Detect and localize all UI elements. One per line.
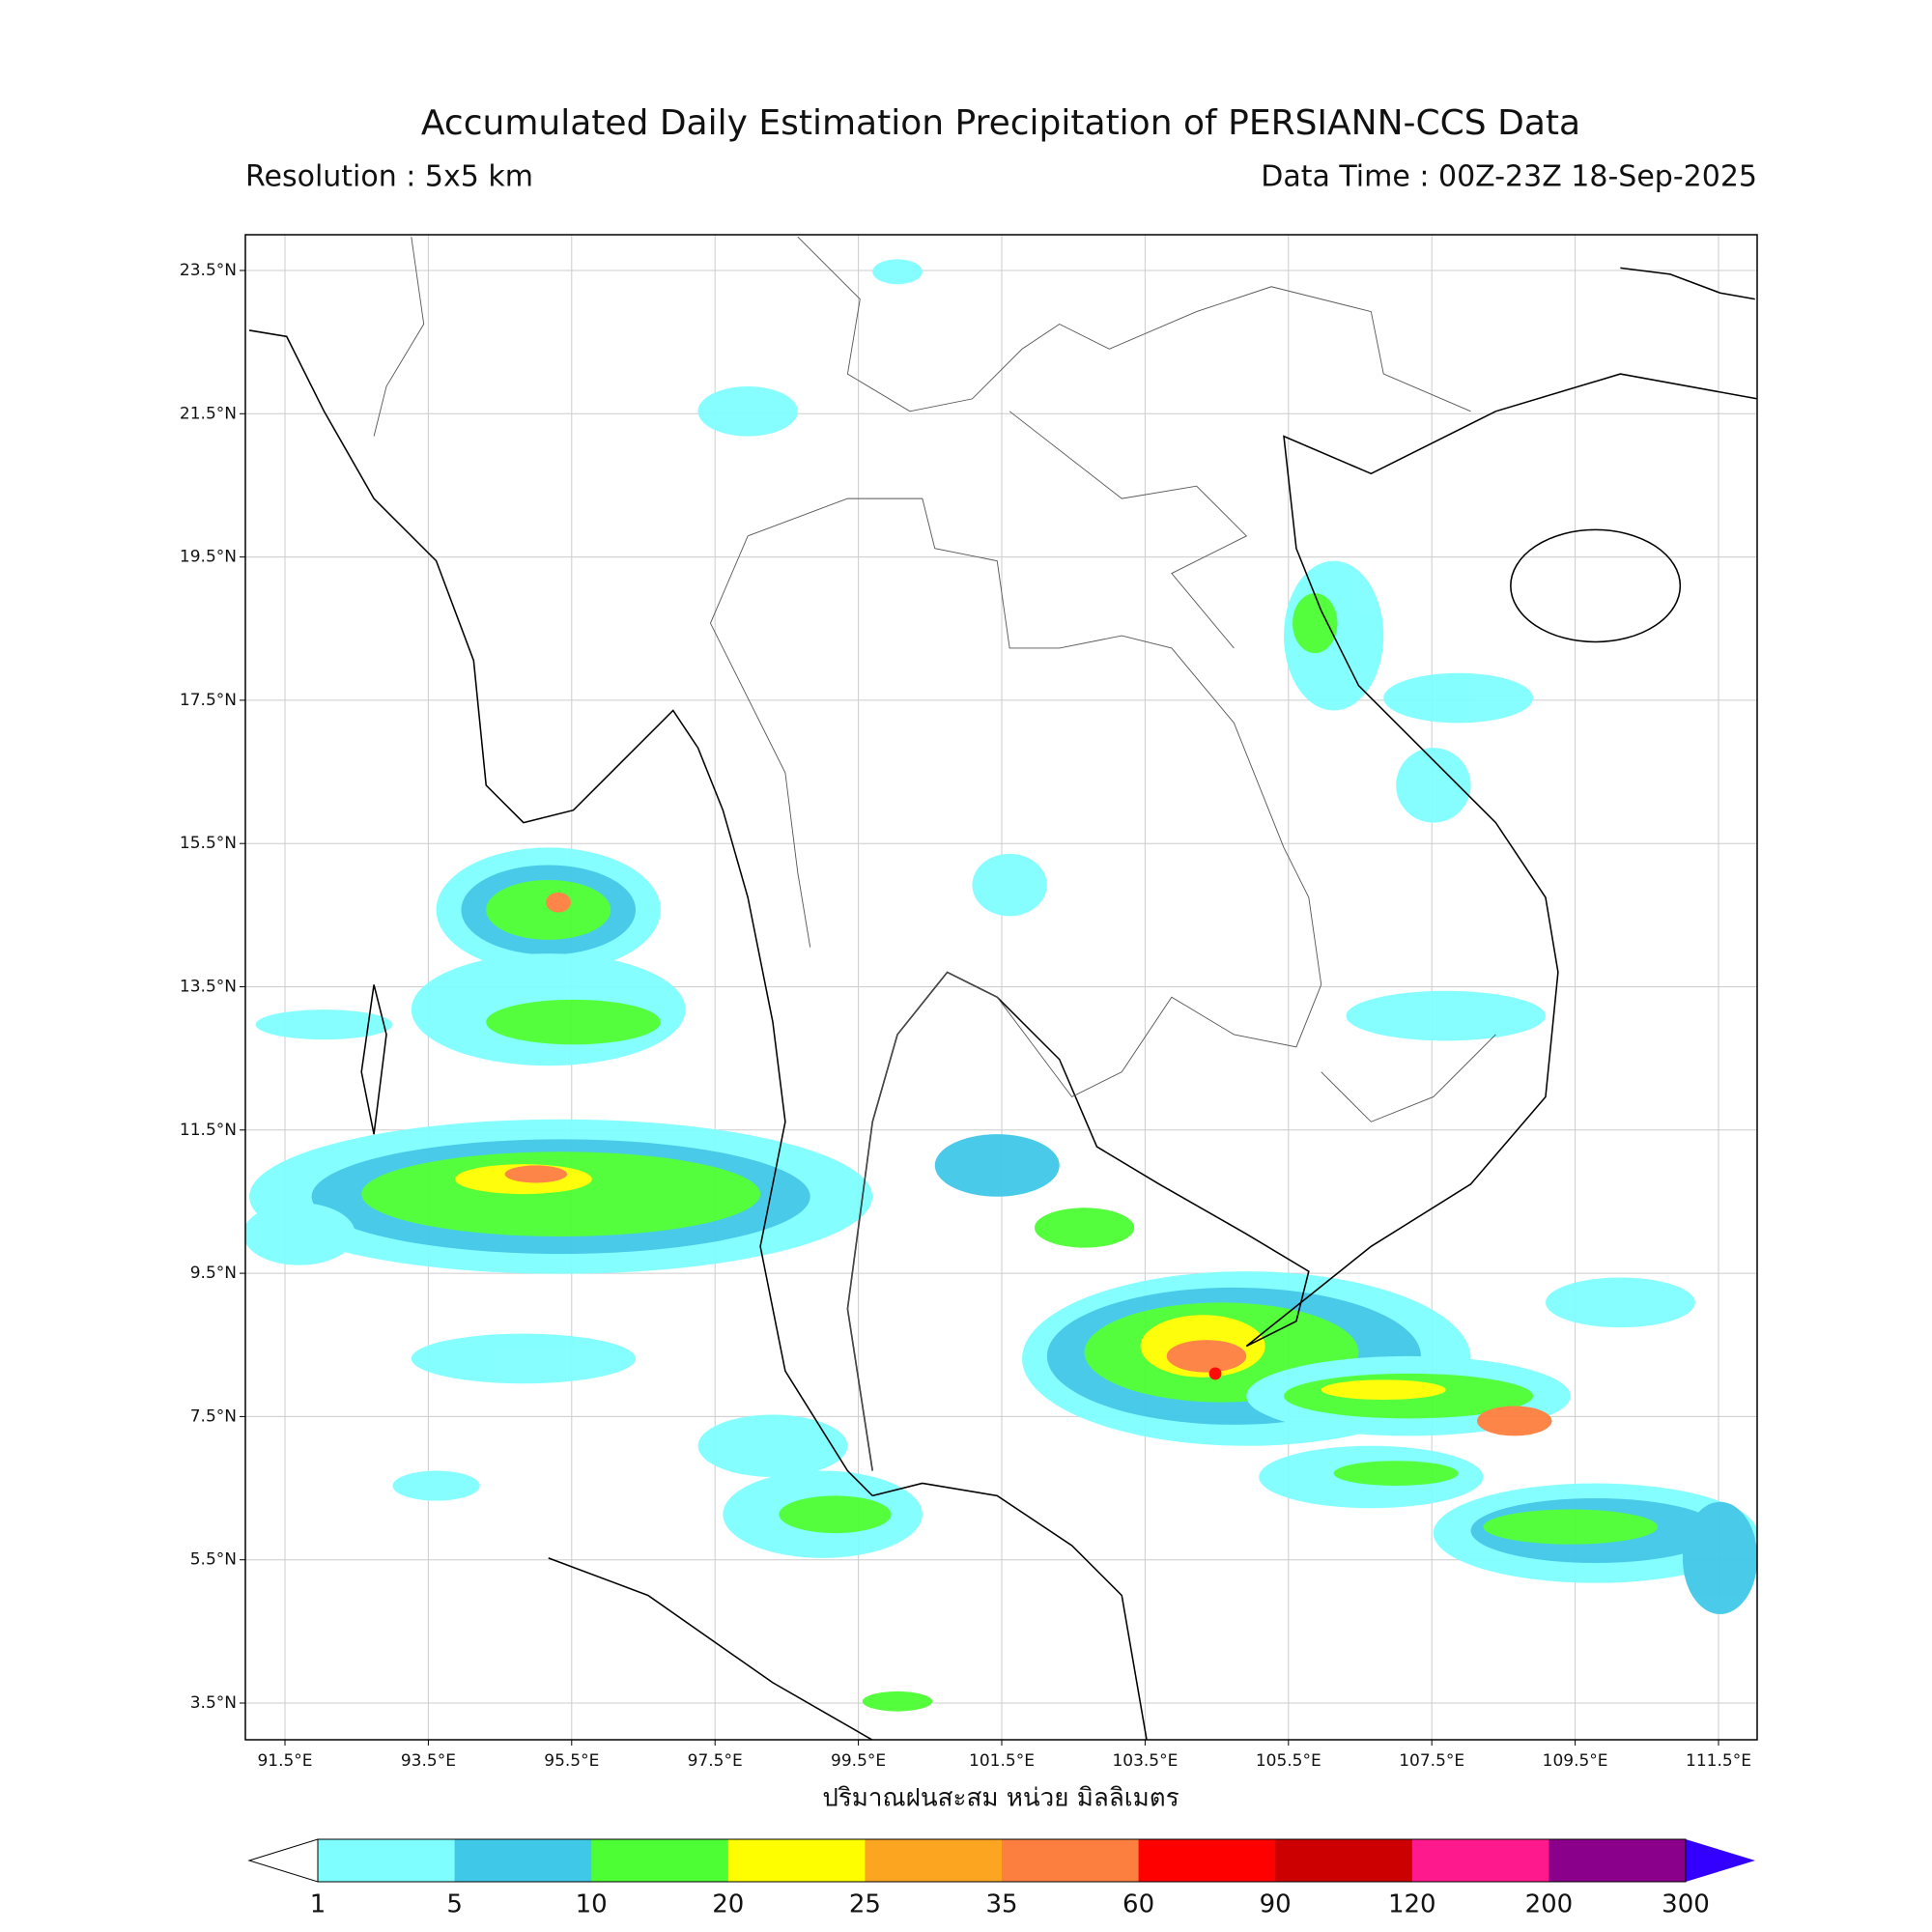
colorbar-swatch — [865, 1839, 1003, 1882]
colorbar-label: 25 — [849, 1890, 881, 1919]
rain-area — [1034, 1208, 1135, 1248]
rain-area — [245, 1203, 355, 1265]
lat-tick-label: 13.5°N — [180, 978, 237, 997]
lon-tick-label: 99.5°E — [831, 1751, 886, 1771]
lat-tick-label: 3.5°N — [190, 1693, 237, 1713]
rain-area — [1346, 990, 1546, 1041]
lon-tick-label: 105.5°E — [1256, 1751, 1321, 1771]
colorbar-label: 200 — [1525, 1890, 1574, 1919]
rain-field — [245, 259, 1758, 1712]
lat-tick-label: 23.5°N — [180, 261, 237, 280]
coastline — [1510, 528, 1682, 643]
borders — [373, 236, 1496, 1471]
coastline — [872, 1482, 1148, 1741]
lon-tick-label: 103.5°E — [1112, 1751, 1178, 1771]
rain-area — [1166, 1340, 1247, 1373]
lat-tick-label: 11.5°N — [180, 1121, 237, 1140]
border — [709, 497, 1322, 1471]
colorbar-swatch — [1411, 1839, 1549, 1882]
lat-tick-label: 9.5°N — [190, 1264, 237, 1283]
rain-area — [1483, 1509, 1659, 1545]
colorbar-label: 5 — [446, 1890, 463, 1919]
rain-area — [504, 1165, 568, 1183]
rain-area — [361, 1151, 761, 1236]
lat-tick-label: 7.5°N — [190, 1406, 237, 1426]
colorbar-label: 90 — [1260, 1890, 1292, 1919]
lon-tick-label: 97.5°E — [688, 1751, 743, 1771]
lon-tick-label: 101.5°E — [969, 1751, 1035, 1771]
rain-area — [1396, 748, 1471, 823]
colorbar-swatch — [318, 1839, 456, 1882]
rain-area — [1293, 593, 1338, 654]
grid — [245, 235, 1757, 1740]
x-axis-label: ปริมาณฝนสะสม หน่วย มิลลิเมตร — [822, 1784, 1179, 1813]
rain-area — [697, 385, 798, 437]
lon-tick-label: 111.5°E — [1686, 1751, 1751, 1771]
colorbar-label: 35 — [985, 1890, 1017, 1919]
map-layer — [245, 236, 1758, 1741]
rain-area — [486, 879, 611, 940]
colorbar-swatch — [591, 1839, 729, 1882]
resolution: Resolution : 5x5 km — [245, 160, 533, 194]
lon-tick-label: 93.5°E — [401, 1751, 456, 1771]
title: Accumulated Daily Estimation Precipitati… — [421, 103, 1580, 143]
colorbar-label: 20 — [712, 1890, 744, 1919]
colorbar-swatch — [454, 1839, 592, 1882]
rain-area — [972, 853, 1047, 917]
rain-area — [255, 1009, 393, 1040]
colorbar-swatch — [1548, 1839, 1687, 1882]
rain-area — [1208, 1367, 1222, 1380]
coastline — [1620, 267, 1755, 300]
colorbar-label: 300 — [1662, 1890, 1710, 1919]
rain-area — [1477, 1406, 1552, 1436]
colorbar-outline — [317, 1838, 1687, 1883]
colorbar-under — [247, 1838, 319, 1883]
rain-area — [486, 999, 661, 1045]
rain-area — [1545, 1277, 1695, 1328]
coastline — [548, 1557, 873, 1741]
lon-tick-label: 91.5°E — [257, 1751, 312, 1771]
rain-area — [1682, 1501, 1758, 1614]
lat-tick-label: 5.5°N — [190, 1550, 237, 1570]
rain-area — [872, 259, 923, 285]
colorbar-label: 1 — [310, 1890, 327, 1919]
rain-area — [862, 1690, 933, 1712]
lon-tick-label: 109.5°E — [1543, 1751, 1608, 1771]
coastline — [248, 329, 873, 1496]
rain-area — [411, 1333, 637, 1384]
colorbar-swatch — [1138, 1839, 1276, 1882]
colorbar-label: 120 — [1388, 1890, 1436, 1919]
colorbar-over — [1686, 1839, 1755, 1882]
rain-area — [1321, 1379, 1446, 1401]
colorbar-swatch — [1002, 1839, 1140, 1882]
colorbar-swatch — [727, 1839, 866, 1882]
rain-area — [934, 1134, 1060, 1197]
rain-area — [1333, 1461, 1459, 1487]
lat-tick-label: 15.5°N — [180, 834, 237, 853]
coastline — [360, 984, 387, 1135]
border — [373, 237, 1496, 1122]
colorbar: 1 5 10 20 25 35 60 90 120 200 300 — [247, 1838, 1755, 1919]
lat-tick-label: 17.5°N — [180, 691, 237, 710]
lat-tick-label: 19.5°N — [180, 548, 237, 567]
rain-area — [697, 1414, 848, 1478]
rain-area — [546, 892, 571, 913]
lat-tick-label: 21.5°N — [180, 404, 237, 423]
rain-area — [392, 1470, 480, 1501]
rain-area — [779, 1495, 892, 1534]
colorbar-label: 60 — [1122, 1890, 1154, 1919]
lon-tick-label: 95.5°E — [544, 1751, 599, 1771]
data-time: Data Time : 00Z-23Z 18-Sep-2025 — [1261, 160, 1757, 194]
rain-area — [1383, 672, 1534, 724]
lon-tick-label: 107.5°E — [1399, 1751, 1464, 1771]
colorbar-label: 10 — [576, 1890, 608, 1919]
border — [797, 236, 1471, 649]
colorbar-swatch — [1275, 1839, 1413, 1882]
axis-ticks: 91.5°E 93.5°E 95.5°E 97.5°E 99.5°E 101.5°E 103… — [180, 261, 1751, 1771]
